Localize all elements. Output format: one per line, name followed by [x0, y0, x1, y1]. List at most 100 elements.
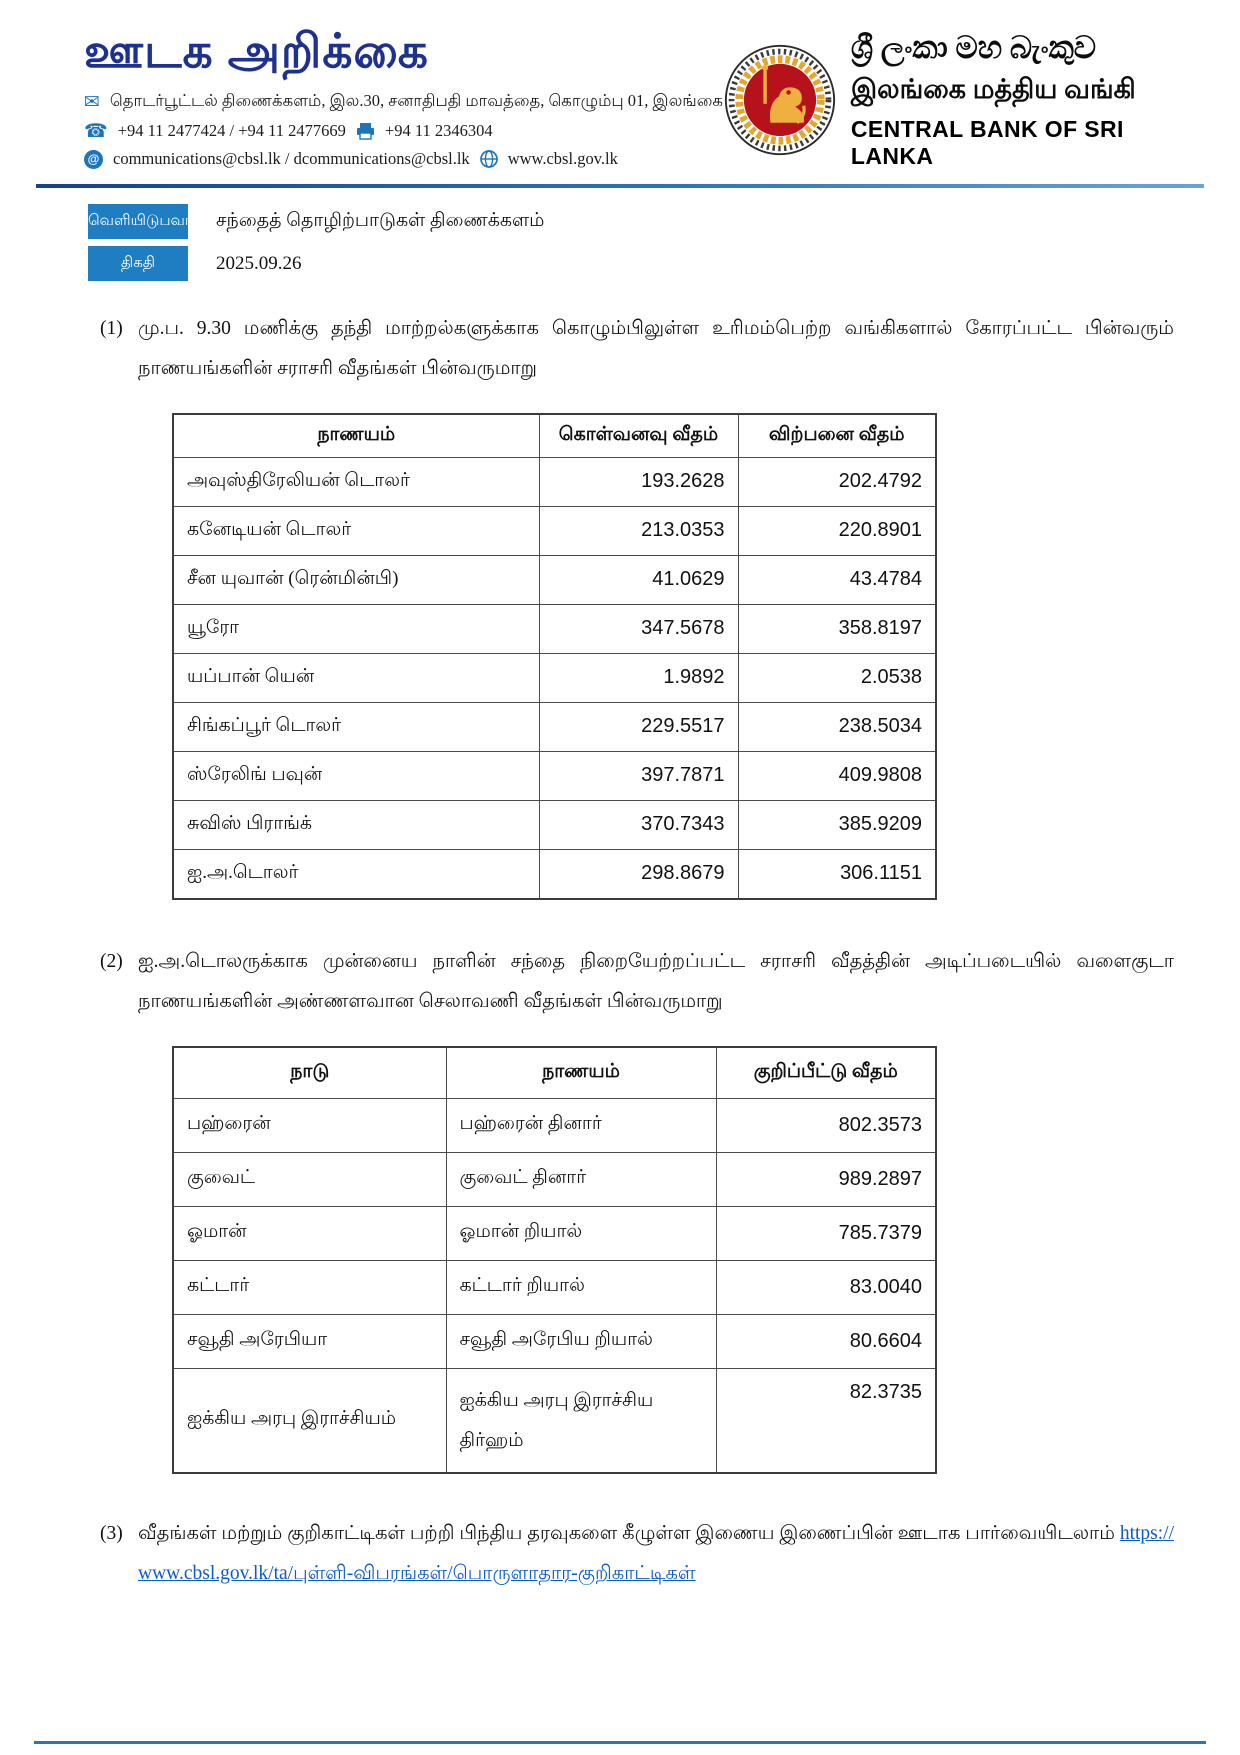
- selling-rate-cell: 202.4792: [737, 456, 937, 507]
- envelope-icon: ✉: [84, 90, 100, 113]
- table-row: யூரோ 347.5678 358.8197: [172, 603, 937, 654]
- table-row: சிங்கப்பூர் டொலர் 229.5517 238.5034: [172, 701, 937, 752]
- table-row: ஐக்கிய அரபு இராச்சியம் ஐக்கிய அரபு இராச்…: [172, 1367, 937, 1474]
- currency-cell: கட்டார் றியால்: [445, 1259, 717, 1315]
- date-label: திகதி: [88, 246, 188, 281]
- at-icon: @: [84, 149, 103, 169]
- paragraph-2-text: ஐ.அ.டொலருக்காக முன்னைய நாளின் சந்தை நிறை…: [138, 950, 1174, 1012]
- meta-block: வெளியிடுபவர் சந்தைத் தொழிற்பாடுகள் திணைக…: [88, 204, 1240, 281]
- selling-rate-cell: 2.0538: [737, 652, 937, 703]
- table-row: அவுஸ்திரேலியன் டொலர் 193.2628 202.4792: [172, 456, 937, 507]
- table-row: சவூதி அரேபியா சவூதி அரேபிய றியால் 80.660…: [172, 1313, 937, 1369]
- bank-name-english: CENTRAL BANK OF SRI LANKA: [850, 116, 1124, 169]
- table-row: சுவிஸ் பிராங்க் 370.7343 385.9209: [172, 799, 937, 850]
- buying-rate-cell: 347.5678: [538, 603, 739, 654]
- buying-rate-cell: 229.5517: [538, 701, 739, 752]
- indicative-rate-cell: 989.2897: [715, 1151, 937, 1207]
- table-row: குவைட் குவைட் தினார் 989.2897: [172, 1151, 937, 1207]
- table-row: யப்பான் யென் 1.9892 2.0538: [172, 652, 937, 703]
- email-line: @ communications@cbsl.lk / dcommunicatio…: [84, 149, 723, 169]
- indicative-rate-cell: 83.0040: [715, 1259, 937, 1315]
- paragraph-3-number: (3): [100, 1522, 123, 1544]
- paragraph-3-body: வீதங்கள் மற்றும் குறிகாட்டிகள் பற்றி பிந…: [138, 1514, 1174, 1594]
- country-cell: பஹ்ரைன்: [172, 1097, 447, 1153]
- printer-icon: [356, 122, 375, 140]
- address-line: ✉ தொடர்பூட்டல் திணைக்களம், இல.30, சனாதிப…: [84, 91, 723, 113]
- globe-icon: [479, 150, 498, 169]
- footer-divider: [34, 1741, 1206, 1744]
- rates-indicators-link[interactable]: https://www.cbsl.gov.lk/ta/புள்ளி-விபரங்…: [138, 1522, 1174, 1584]
- column-header-indicative-rate: குறிப்பீட்டு வீதம்: [715, 1046, 937, 1099]
- table-row: சீன யுவான் (ரென்மின்பி) 41.0629 43.4784: [172, 554, 937, 605]
- website-url: www.cbsl.gov.lk: [507, 149, 618, 169]
- table-row: கட்டார் கட்டார் றியால் 83.0040: [172, 1259, 937, 1315]
- country-cell: ஓமான்: [172, 1205, 447, 1261]
- address-text: தொடர்பூட்டல் திணைக்களம், இல.30, சனாதிபதி…: [109, 91, 723, 111]
- paragraph-2-number: (2): [100, 950, 123, 972]
- currency-cell: பஹ்ரைன் தினார்: [445, 1097, 717, 1153]
- phone-numbers: +94 11 2477424 / +94 11 2477669: [117, 121, 346, 141]
- table-row: ஓமான் ஓமான் றியால் 785.7379: [172, 1205, 937, 1261]
- indicative-rate-cell: 82.3735: [715, 1367, 937, 1474]
- fax-number: +94 11 2346304: [384, 121, 493, 141]
- letterhead-left: ஊடக அறிக்கை ✉ தொடர்பூட்டல் திணைக்களம், இ…: [84, 26, 723, 170]
- country-cell: கட்டார்: [172, 1259, 447, 1315]
- buying-rate-cell: 370.7343: [538, 799, 739, 850]
- letterhead-right: ශ්‍රී ලංකා මහ බැංකුව இலங்கை மத்திய வங்கி…: [723, 26, 1202, 170]
- header-divider: [36, 184, 1204, 188]
- phone-icon: ☎: [84, 119, 108, 142]
- column-header-currency: நாணயம்: [172, 413, 540, 458]
- column-header-selling-rate: விற்பனை வீதம்: [737, 413, 937, 458]
- buying-rate-cell: 41.0629: [538, 554, 739, 605]
- indicative-rate-cell: 80.6604: [715, 1313, 937, 1369]
- currency-cell: யூரோ: [172, 603, 540, 654]
- buying-rate-cell: 298.8679: [538, 848, 739, 900]
- date-value: 2025.09.26: [216, 252, 302, 274]
- email-addresses: communications@cbsl.lk / dcommunications…: [113, 149, 470, 169]
- selling-rate-cell: 306.1151: [737, 848, 937, 900]
- table-header-row: நாணயம் கொள்வனவு வீதம் விற்பனை வீதம்: [172, 413, 937, 458]
- table-header-row: நாடு நாணயம் குறிப்பீட்டு வீதம்: [172, 1046, 937, 1099]
- paragraph-3-text: வீதங்கள் மற்றும் குறிகாட்டிகள் பற்றி பிந…: [138, 1522, 1120, 1544]
- currency-cell: ஸ்ரேலிங் பவுன்: [172, 750, 540, 801]
- table-row: ஐ.அ.டொலர் 298.8679 306.1151: [172, 848, 937, 900]
- bank-name-tamil: இலங்கை மத்திய வங்கி: [850, 74, 1136, 104]
- indicative-rate-cell: 785.7379: [715, 1205, 937, 1261]
- cbsl-seal-icon: [723, 43, 837, 157]
- currency-cell: அவுஸ்திரேலியன் டொலர்: [172, 456, 540, 507]
- exchange-rate-table: நாணயம் கொள்வனவு வீதம் விற்பனை வீதம் அவுஸ…: [172, 412, 937, 900]
- gulf-rate-table: நாடு நாணயம் குறிப்பீட்டு வீதம் பஹ்ரைன் ப…: [172, 1045, 937, 1474]
- buying-rate-cell: 213.0353: [538, 505, 739, 556]
- currency-cell: ஐக்கிய அரபு இராச்சிய திர்ஹம்: [445, 1367, 717, 1474]
- paragraph-3: (3) வீதங்கள் மற்றும் குறிகாட்டிகள் பற்றி…: [100, 1514, 1174, 1594]
- selling-rate-cell: 220.8901: [737, 505, 937, 556]
- selling-rate-cell: 409.9808: [737, 750, 937, 801]
- buying-rate-cell: 193.2628: [538, 456, 739, 507]
- buying-rate-cell: 1.9892: [538, 652, 739, 703]
- currency-cell: குவைட் தினார்: [445, 1151, 717, 1207]
- paragraph-1-number: (1): [100, 318, 123, 339]
- selling-rate-cell: 385.9209: [737, 799, 937, 850]
- country-cell: ஐக்கிய அரபு இராச்சியம்: [172, 1367, 447, 1474]
- selling-rate-cell: 43.4784: [737, 554, 937, 605]
- country-cell: சவூதி அரேபியா: [172, 1313, 447, 1369]
- currency-cell: சீன யுவான் (ரென்மின்பி): [172, 554, 540, 605]
- currency-cell: சவூதி அரேபிய றியால்: [445, 1313, 717, 1369]
- column-header-buying-rate: கொள்வனவு வீதம்: [538, 413, 739, 458]
- paragraph-1-text: மு.ப. 9.30 மணிக்கு தந்தி மாற்றல்களுக்காக…: [138, 318, 1174, 379]
- paragraph-1: (1) மு.ப. 9.30 மணிக்கு தந்தி மாற்றல்களுக…: [100, 309, 1174, 389]
- currency-cell: சுவிஸ் பிராங்க்: [172, 799, 540, 850]
- bank-names: ශ්‍රී ලංකා මහ බැංකුව இலங்கை மத்திய வங்கி…: [851, 30, 1202, 170]
- issuer-row: வெளியிடுபவர் சந்தைத் தொழிற்பாடுகள் திணைக…: [88, 204, 1240, 239]
- column-header-country: நாடு: [172, 1046, 447, 1099]
- currency-cell: யப்பான் யென்: [172, 652, 540, 703]
- table-row: கனேடியன் டொலர் 213.0353 220.8901: [172, 505, 937, 556]
- letterhead: ஊடக அறிக்கை ✉ தொடர்பூட்டல் திணைக்களம், இ…: [0, 0, 1240, 170]
- column-header-currency: நாணயம்: [445, 1046, 717, 1099]
- buying-rate-cell: 397.7871: [538, 750, 739, 801]
- selling-rate-cell: 358.8197: [737, 603, 937, 654]
- paragraph-2: (2) ஐ.அ.டொலருக்காக முன்னைய நாளின் சந்தை …: [100, 942, 1174, 1022]
- currency-cell: ஐ.அ.டொலர்: [172, 848, 540, 900]
- bank-name-sinhala: ශ්‍රී ලංකා මහ බැංකුව: [850, 30, 1097, 65]
- date-row: திகதி 2025.09.26: [88, 246, 1240, 281]
